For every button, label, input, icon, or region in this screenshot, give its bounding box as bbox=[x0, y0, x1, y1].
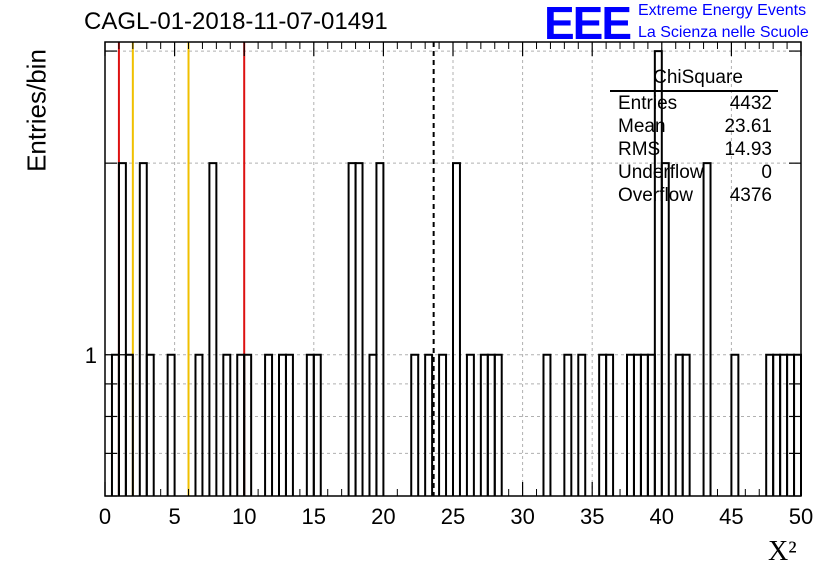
histogram-bin bbox=[438, 353, 448, 496]
histogram-bin bbox=[354, 162, 364, 496]
histogram-bin bbox=[117, 162, 127, 496]
reference-lines bbox=[117, 42, 435, 496]
stats-label: Underflow bbox=[618, 162, 704, 183]
histogram-bin bbox=[730, 353, 740, 496]
histogram-bin bbox=[368, 353, 378, 496]
histogram-bin bbox=[452, 162, 461, 496]
histogram-bin bbox=[264, 353, 274, 496]
stats-row-mean: Mean 23.61 bbox=[606, 115, 782, 138]
histogram-bin bbox=[639, 353, 649, 496]
chart-title: CAGL-01-2018-11-07-01491 bbox=[84, 8, 388, 35]
stats-row-entries: Entries 4432 bbox=[606, 92, 782, 115]
histogram-bin bbox=[786, 353, 796, 496]
histogram-bin bbox=[598, 353, 608, 496]
x-tick-label: 45 bbox=[719, 504, 743, 529]
stats-box: ChiSquare Entries 4432 Mean 23.61 RMS 14… bbox=[606, 66, 782, 207]
stats-row-overflow: Overflow 4376 bbox=[606, 184, 782, 207]
x-tick-label: 25 bbox=[441, 504, 465, 529]
stats-label: Entries bbox=[618, 93, 678, 114]
stats-title: ChiSquare bbox=[653, 67, 743, 88]
histogram-bin bbox=[626, 353, 635, 496]
histogram-bin bbox=[236, 353, 246, 496]
stats-label: Overflow bbox=[618, 185, 693, 206]
histogram-bin bbox=[542, 353, 552, 496]
histogram-bin bbox=[681, 353, 691, 496]
histogram-bin bbox=[166, 353, 176, 496]
histogram-bin bbox=[410, 353, 420, 496]
histogram-bin bbox=[124, 353, 134, 496]
stats-divider bbox=[610, 90, 778, 92]
histogram-bin bbox=[347, 162, 357, 496]
histogram-bin bbox=[493, 353, 503, 496]
x-tick-label: 5 bbox=[168, 504, 180, 529]
x-tick-label: 0 bbox=[99, 504, 111, 529]
histogram-bin bbox=[765, 353, 775, 496]
tick-labels: 0 5 10 15 20 25 30 35 40 45 50 1 bbox=[85, 343, 813, 529]
histogram-bin bbox=[278, 353, 287, 496]
histogram-bin bbox=[465, 353, 475, 496]
stats-label: RMS bbox=[618, 139, 661, 160]
x-axis-label: X² bbox=[768, 536, 797, 567]
stats-row-rms: RMS 14.93 bbox=[606, 138, 782, 161]
histogram-bin bbox=[660, 162, 670, 496]
axis-ticks bbox=[104, 42, 802, 497]
histogram-bin bbox=[305, 353, 315, 496]
histogram-bin bbox=[605, 353, 615, 496]
stats-label: Mean bbox=[618, 116, 666, 137]
histogram-bin bbox=[772, 353, 782, 496]
x-tick-label: 30 bbox=[510, 504, 534, 529]
y-tick-label: 1 bbox=[85, 343, 97, 368]
histogram-bin bbox=[779, 353, 789, 496]
histogram-bin bbox=[194, 353, 204, 496]
histogram-bin bbox=[632, 353, 642, 496]
histogram-bin bbox=[222, 353, 232, 496]
x-tick-label: 10 bbox=[232, 504, 256, 529]
x-tick-label: 15 bbox=[302, 504, 326, 529]
histogram-bin bbox=[424, 353, 434, 496]
stats-value: 4432 bbox=[729, 93, 772, 114]
histogram-bin bbox=[674, 353, 684, 496]
y-axis-label: Entries/bin bbox=[21, 49, 52, 172]
logo-line-2: La Scienza nelle Scuole bbox=[638, 24, 809, 41]
histogram-bin bbox=[793, 353, 802, 496]
histogram-bin bbox=[284, 353, 294, 496]
stats-value: 23.61 bbox=[724, 116, 772, 137]
stats-value: 14.93 bbox=[724, 139, 772, 160]
histogram-bin bbox=[145, 353, 155, 496]
eee-logo: EEE bbox=[544, 0, 632, 49]
histogram-bin bbox=[110, 353, 120, 496]
stats-row-underflow: Underflow 0 bbox=[606, 161, 782, 184]
histogram-bin bbox=[312, 353, 322, 496]
x-tick-label: 50 bbox=[789, 504, 813, 529]
x-tick-label: 35 bbox=[580, 504, 604, 529]
x-tick-label: 20 bbox=[371, 504, 395, 529]
histogram-bin bbox=[208, 162, 218, 496]
x-tick-label: 40 bbox=[650, 504, 674, 529]
stats-value: 4376 bbox=[729, 185, 772, 206]
histogram-bin bbox=[702, 162, 712, 496]
histogram-bin bbox=[563, 353, 573, 496]
logo-line-1: Extreme Energy Events bbox=[638, 2, 807, 19]
histogram-bin bbox=[646, 353, 656, 496]
stats-value: 0 bbox=[761, 162, 772, 183]
histogram-bin bbox=[577, 353, 587, 496]
histogram-bin bbox=[486, 353, 496, 496]
histogram-bin bbox=[479, 353, 489, 496]
histogram-bin bbox=[375, 162, 385, 496]
histogram-bin bbox=[243, 353, 253, 496]
histogram-bin bbox=[138, 162, 148, 496]
